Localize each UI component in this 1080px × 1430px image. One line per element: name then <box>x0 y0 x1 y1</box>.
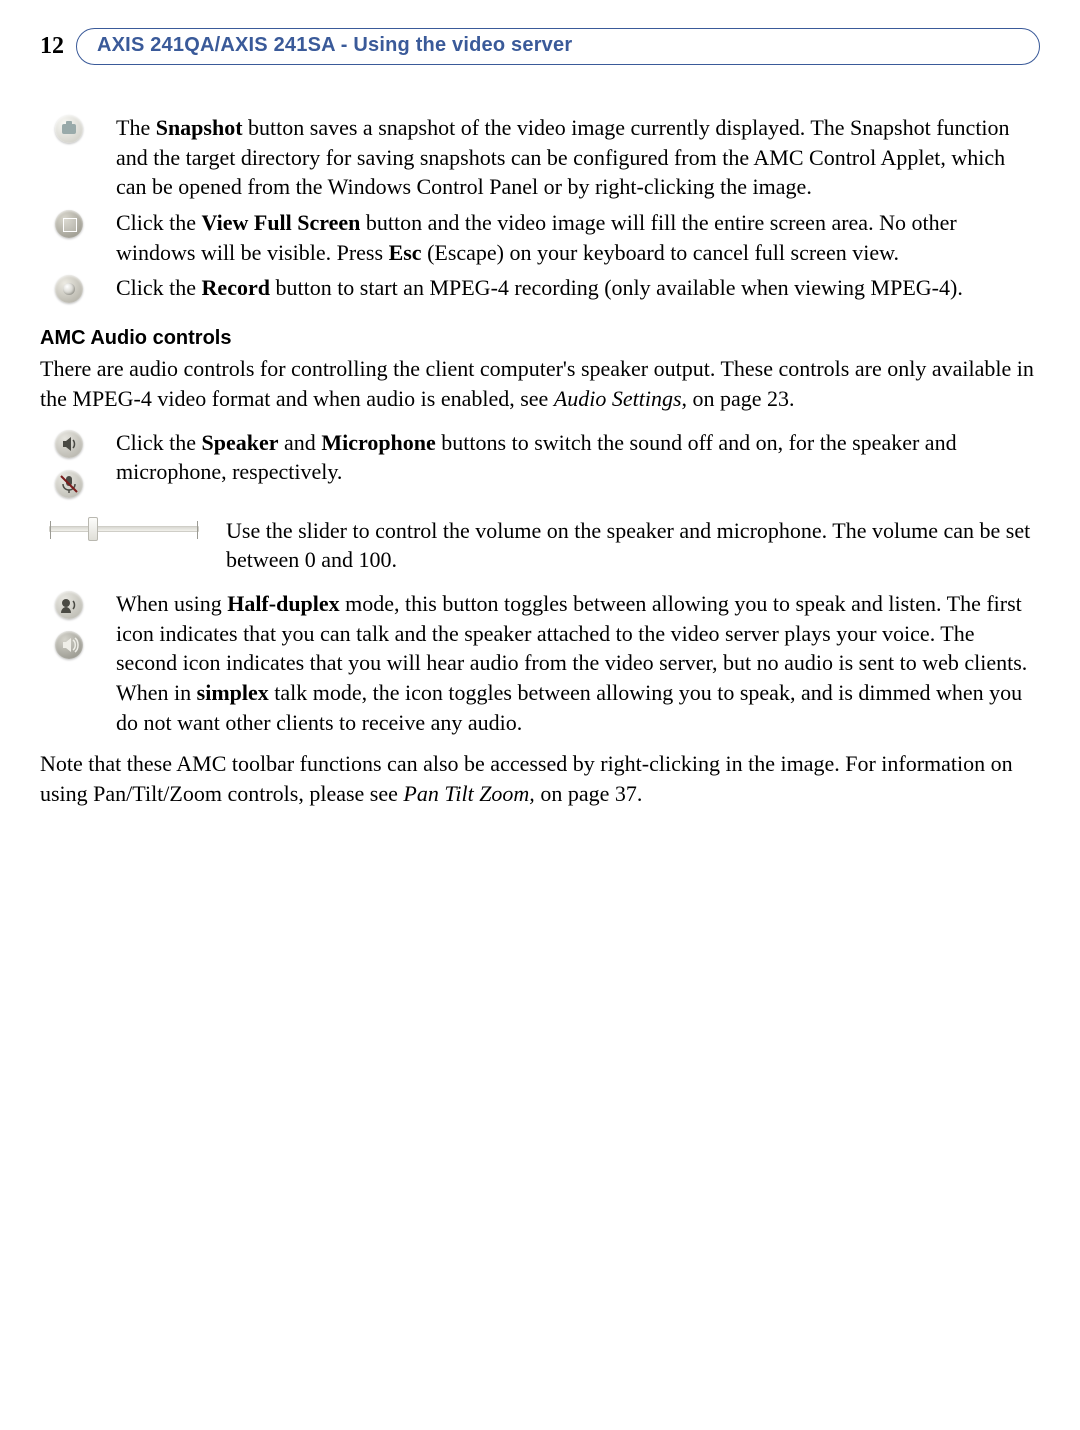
italic: Audio Settings <box>554 386 682 411</box>
text: and <box>279 430 322 455</box>
snapshot-text: The Snapshot button saves a snapshot of … <box>116 113 1010 202</box>
text: Click the <box>116 430 202 455</box>
record-block: Click the Record button to start an MPEG… <box>40 273 1040 305</box>
text: Click the <box>116 210 202 235</box>
slider-text: Use the slider to control the volume on … <box>226 516 1040 575</box>
record-text: Click the Record button to start an MPEG… <box>116 273 1010 303</box>
text: (Escape) on your keyboard to cancel full… <box>422 240 899 265</box>
amc-audio-title: AMC Audio controls <box>40 325 1040 352</box>
fullscreen-block: Click the View Full Screen button and th… <box>40 208 1040 269</box>
bold: Speaker <box>202 430 279 455</box>
speaker-mic-block: Click the Speaker and Microphone buttons… <box>40 428 1040 498</box>
text: button to start an MPEG-4 recording (onl… <box>270 275 963 300</box>
text: There are audio controls for controlling… <box>40 356 1034 411</box>
volume-slider-icon <box>49 526 199 532</box>
text: button saves a snapshot of the video ima… <box>116 115 1010 199</box>
italic: Pan Tilt Zoom, <box>403 781 534 806</box>
listen-icon <box>55 631 83 659</box>
text: When using <box>116 591 227 616</box>
talk-icon <box>55 591 83 619</box>
amc-audio-intro: There are audio controls for controlling… <box>40 354 1040 413</box>
header-title-pill: AXIS 241QA/AXIS 241SA - Using the video … <box>76 28 1040 65</box>
bold: Microphone <box>321 430 435 455</box>
record-icon <box>55 275 83 303</box>
text: Click the <box>116 275 202 300</box>
footer-note: Note that these AMC toolbar functions ca… <box>40 749 1040 808</box>
bold: Record <box>202 275 270 300</box>
text: on page 37. <box>535 781 643 806</box>
microphone-icon <box>55 470 83 498</box>
duplex-text-start: When using Half-duplex mode, this button… <box>116 589 1040 737</box>
fullscreen-text: Click the View Full Screen button and th… <box>116 208 1010 267</box>
slider-thumb-icon <box>88 517 98 541</box>
bold: Esc <box>389 240 422 265</box>
bold: Snapshot <box>156 115 243 140</box>
fullscreen-icon <box>55 210 83 238</box>
page-number: 12 <box>40 30 64 62</box>
snapshot-icon <box>55 115 83 143</box>
bold: View Full Screen <box>202 210 361 235</box>
duplex-block: When using Half-duplex mode, this button… <box>40 589 1040 739</box>
bold: Half-duplex <box>227 591 339 616</box>
slider-block: Use the slider to control the volume on … <box>40 516 1040 577</box>
speaker-mic-text: Click the Speaker and Microphone buttons… <box>116 428 1040 487</box>
bold: simplex <box>197 680 269 705</box>
snapshot-block: The Snapshot button saves a snapshot of … <box>40 113 1040 204</box>
speaker-icon <box>55 430 83 458</box>
text: , on page 23. <box>682 386 795 411</box>
text: The <box>116 115 156 140</box>
page-header: 12 AXIS 241QA/AXIS 241SA - Using the vid… <box>40 28 1040 65</box>
